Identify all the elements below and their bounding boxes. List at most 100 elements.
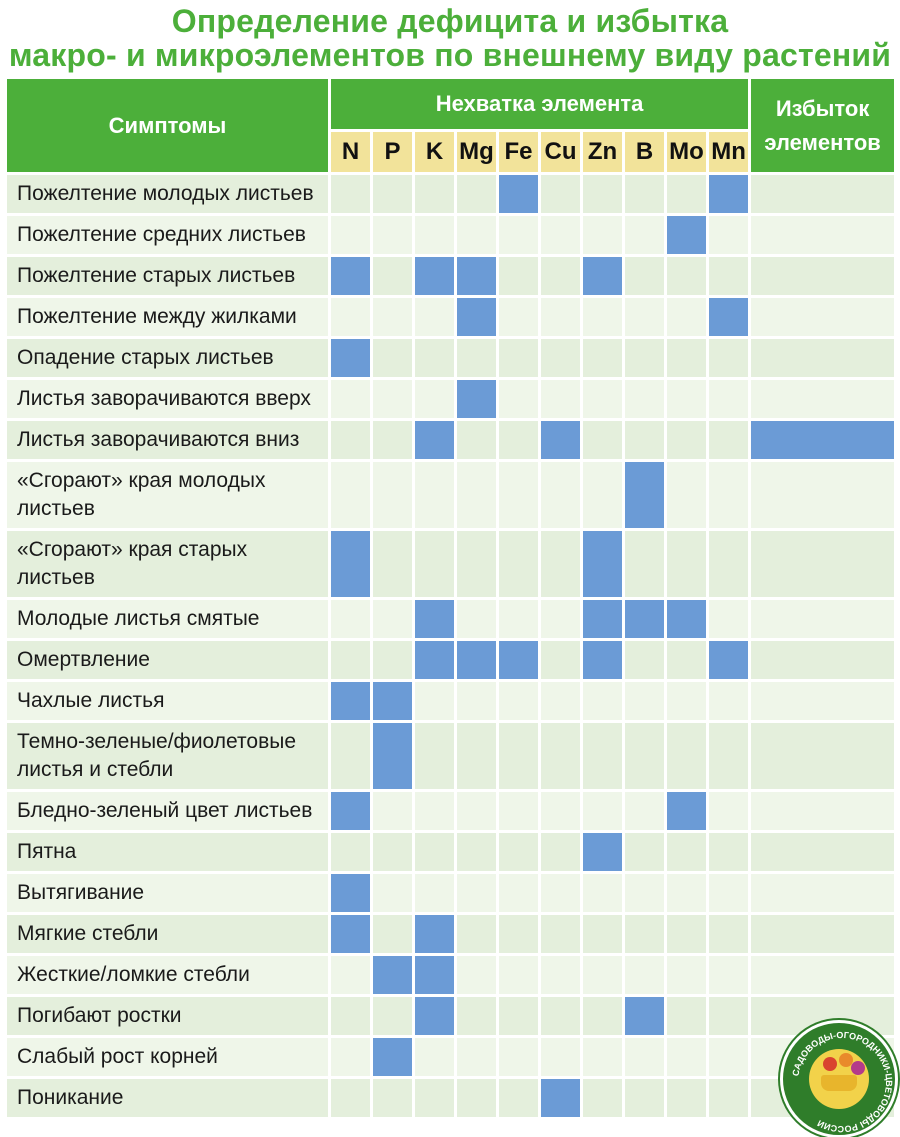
table-row: Вытягивание [7,874,895,912]
empty-cell [667,833,706,871]
excess-cell [751,298,895,336]
empty-cell [457,915,496,953]
empty-cell [541,339,580,377]
empty-cell [541,833,580,871]
deficiency-mark-mg [457,257,496,295]
symptom-label: Пятна [7,833,328,871]
empty-cell [331,1079,370,1117]
empty-cell [499,462,538,528]
deficiency-mark-mo [667,600,706,638]
table-row: Чахлые листья [7,682,895,720]
deficiency-mark-fe [499,175,538,213]
empty-cell [499,997,538,1035]
empty-cell [457,792,496,830]
table-row: Поникание [7,1079,895,1117]
empty-cell [709,216,749,254]
empty-cell [415,531,454,597]
deficiency-mark-k [415,915,454,953]
element-header-b: B [625,132,664,172]
deficiency-mark-b [625,600,664,638]
empty-cell [373,216,412,254]
empty-cell [331,1038,370,1076]
deficiency-mark-cu [541,421,580,459]
empty-cell [667,997,706,1035]
empty-cell [415,380,454,418]
excess-cell [751,682,895,720]
empty-cell [709,956,749,994]
table-row: Омертвление [7,641,895,679]
empty-cell [373,792,412,830]
excess-cell [751,874,895,912]
empty-cell [373,641,412,679]
deficiency-mark-fe [499,641,538,679]
table-row: Пожелтение старых листьев [7,257,895,295]
empty-cell [331,462,370,528]
deficiency-mark-p [373,1038,412,1076]
empty-cell [373,874,412,912]
excess-cell [751,723,895,789]
empty-cell [541,874,580,912]
empty-cell [667,723,706,789]
excess-cell [751,600,895,638]
excess-cell [751,833,895,871]
empty-cell [709,1038,749,1076]
deficiency-mark-p [373,956,412,994]
deficiency-mark-n [331,531,370,597]
symptom-label: Пожелтение старых листьев [7,257,328,295]
empty-cell [331,298,370,336]
empty-cell [709,723,749,789]
empty-cell [415,682,454,720]
empty-cell [499,380,538,418]
empty-cell [541,915,580,953]
empty-cell [373,257,412,295]
excess-cell [751,175,895,213]
empty-cell [499,1038,538,1076]
deficiency-mark-mg [457,641,496,679]
empty-cell [541,792,580,830]
symptom-label: Омертвление [7,641,328,679]
excess-cell [751,641,895,679]
empty-cell [457,421,496,459]
empty-cell [541,298,580,336]
empty-cell [625,175,664,213]
empty-cell [541,1038,580,1076]
empty-cell [331,175,370,213]
empty-cell [709,792,749,830]
empty-cell [667,874,706,912]
empty-cell [373,833,412,871]
empty-cell [415,339,454,377]
empty-cell [331,641,370,679]
excess-cell [751,257,895,295]
empty-cell [541,462,580,528]
deficiency-mark-b [625,997,664,1035]
empty-cell [373,339,412,377]
table-row: «Сгорают» края старых листьев [7,531,895,597]
element-header-mo: Mo [667,132,706,172]
empty-cell [499,723,538,789]
symptom-label: «Сгорают» края старых листьев [7,531,328,597]
empty-cell [499,298,538,336]
empty-cell [583,792,622,830]
empty-cell [457,956,496,994]
table-row: Погибают ростки [7,997,895,1035]
empty-cell [541,175,580,213]
deficiency-mark-p [373,723,412,789]
empty-cell [499,915,538,953]
empty-cell [499,257,538,295]
empty-cell [583,997,622,1035]
empty-cell [583,874,622,912]
empty-cell [583,298,622,336]
symptom-label: Темно-зеленые/фиолетовые листья и стебли [7,723,328,789]
empty-cell [625,421,664,459]
table-row: Жесткие/ломкие стебли [7,956,895,994]
page-title-line1: Определение дефицита и избытка [171,3,729,39]
excess-cell [751,531,895,597]
empty-cell [667,298,706,336]
empty-cell [457,175,496,213]
deficiency-mark-k [415,956,454,994]
empty-cell [625,915,664,953]
empty-cell [541,216,580,254]
empty-cell [667,956,706,994]
empty-cell [331,997,370,1035]
deficiency-mark-b [625,462,664,528]
